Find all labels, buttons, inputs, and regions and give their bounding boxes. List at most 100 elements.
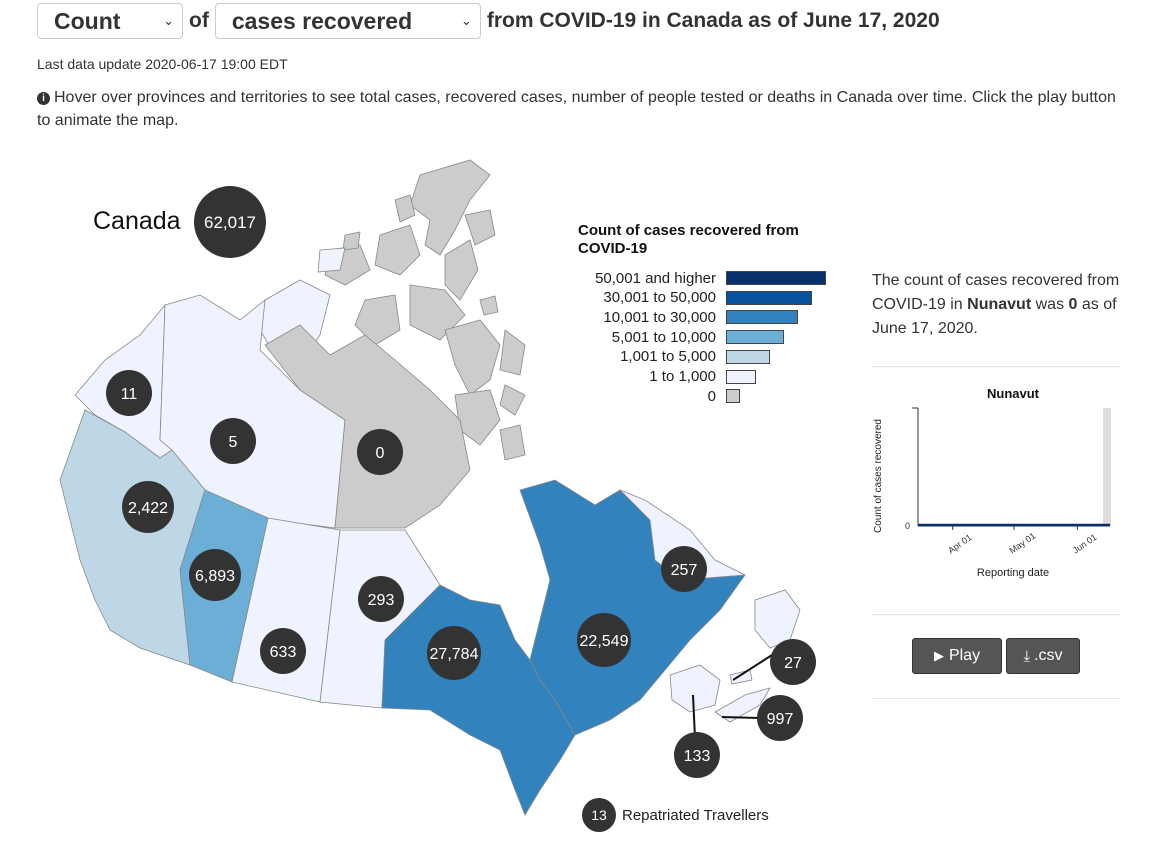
legend-item: 5,001 to 10,000 bbox=[578, 327, 784, 347]
last-update: Last data update 2020-06-17 19:00 EDT bbox=[37, 56, 288, 72]
bubble-nunavut-value: 0 bbox=[376, 445, 385, 462]
bubble-prince-edward-island[interactable]: 27 bbox=[770, 639, 816, 685]
x-tick-label: Jun 01 bbox=[1071, 532, 1099, 556]
bubble-new-brunswick-value: 133 bbox=[684, 748, 711, 765]
bubble-manitoba[interactable]: 293 bbox=[358, 576, 404, 622]
leader-lines bbox=[692, 654, 773, 739]
legend-item: 1 to 1,000 bbox=[578, 367, 756, 387]
bubble-yukon[interactable]: 11 bbox=[106, 370, 152, 416]
region-prince-edward-island[interactable] bbox=[729, 669, 753, 685]
repatriated-bubble: 13 bbox=[582, 798, 616, 832]
legend-swatch bbox=[726, 349, 770, 364]
legend: Count of cases recovered from COVID-19 bbox=[578, 222, 838, 258]
legend-item: 0 bbox=[578, 386, 740, 406]
divider bbox=[872, 614, 1120, 615]
legend-swatch bbox=[726, 369, 756, 384]
divider bbox=[872, 366, 1120, 367]
detail-province: Nunavut bbox=[967, 296, 1032, 313]
bubble-quebec[interactable]: 22,549 bbox=[577, 613, 631, 667]
canada-label: Canada bbox=[93, 207, 181, 235]
legend-swatch bbox=[726, 389, 740, 404]
legend-swatch bbox=[726, 290, 812, 305]
divider bbox=[872, 698, 1120, 699]
legend-swatch bbox=[726, 310, 798, 325]
chevron-down-icon: ⌄ bbox=[163, 13, 174, 28]
legend-swatch bbox=[726, 330, 784, 345]
legend-item: 50,001 and higher bbox=[578, 268, 826, 288]
x-axis-label: Reporting date bbox=[977, 567, 1049, 579]
canada-map: 62,017 11 5 0 2,422 6,893 633 293 27,784… bbox=[59, 159, 816, 816]
download-icon: ⤓ bbox=[1023, 647, 1031, 665]
legend-item-label: 10,001 to 30,000 bbox=[603, 308, 716, 326]
region-nunavut[interactable] bbox=[264, 324, 471, 529]
title-of: of bbox=[189, 9, 209, 32]
legend-item-label: 1,001 to 5,000 bbox=[620, 348, 716, 366]
bubble-nova-scotia-value: 997 bbox=[767, 711, 794, 728]
metric-select[interactable]: Count ⌄ bbox=[37, 3, 183, 39]
y-ticks: 0 bbox=[905, 521, 910, 531]
y-axis-label: Count of cases recovered bbox=[873, 419, 884, 533]
bubble-northwest-territories[interactable]: 5 bbox=[210, 418, 256, 464]
title-bar: Count ⌄ of cases recovered ⌄ from COVID-… bbox=[37, 2, 946, 40]
bubble-newfoundland-value: 257 bbox=[671, 562, 698, 579]
metric-select-value: Count bbox=[54, 7, 121, 34]
legend-item: 10,001 to 30,000 bbox=[578, 307, 798, 327]
x-tick-label: Apr 01 bbox=[946, 532, 973, 555]
repatriated-travellers[interactable]: 13 Repatriated Travellers bbox=[582, 798, 769, 832]
info-text: i Hover over provinces and territories to… bbox=[37, 86, 1127, 132]
legend-item-label: 30,001 to 50,000 bbox=[603, 289, 716, 307]
category-select[interactable]: cases recovered ⌄ bbox=[214, 3, 481, 39]
bubble-ontario-value: 27,784 bbox=[430, 646, 479, 663]
bubble-canada-value: 62,017 bbox=[204, 213, 256, 232]
region-british-columbia[interactable] bbox=[59, 409, 206, 666]
arctic-islands[interactable] bbox=[324, 159, 526, 461]
bubble-manitoba-value: 293 bbox=[368, 592, 395, 609]
bubble-new-brunswick[interactable]: 133 bbox=[674, 732, 720, 778]
legend-item: 30,001 to 50,000 bbox=[578, 288, 812, 308]
legend-item-label: 0 bbox=[707, 387, 716, 405]
region-labrador[interactable] bbox=[619, 489, 747, 581]
chevron-down-icon: ⌄ bbox=[460, 13, 472, 28]
detail-value: 0 bbox=[1068, 296, 1078, 313]
current-date-marker bbox=[1103, 408, 1111, 526]
info-message: Hover over provinces and territories to … bbox=[37, 89, 1116, 129]
category-select-value: cases recovered bbox=[231, 7, 413, 34]
detail-post: as of June 17, 2020. bbox=[872, 296, 1117, 337]
bubble-alberta-value: 6,893 bbox=[195, 568, 235, 585]
legend-swatch bbox=[726, 271, 826, 285]
repatriated-label: Repatriated Travellers bbox=[622, 806, 769, 824]
bubble-newfoundland[interactable]: 257 bbox=[661, 546, 707, 592]
bubble-ontario[interactable]: 27,784 bbox=[427, 626, 481, 680]
bubble-prince-edward-island-value: 27 bbox=[784, 655, 802, 672]
x-ticks: Apr 01 May 01 Jun 01 bbox=[946, 526, 1099, 556]
title-suffix: from COVID-19 in Canada as of June 17, 2… bbox=[486, 9, 940, 32]
info-icon: i bbox=[37, 92, 50, 105]
y-tick-label: 0 bbox=[905, 521, 910, 531]
region-new-brunswick[interactable] bbox=[669, 664, 721, 713]
bubble-yukon-value: 11 bbox=[121, 386, 138, 403]
legend-item-label: 5,001 to 10,000 bbox=[611, 328, 716, 346]
legend-item-label: 50,001 and higher bbox=[595, 269, 716, 287]
bubble-saskatchewan[interactable]: 633 bbox=[260, 628, 306, 674]
detail-pre: The count of cases recovered from COVID-… bbox=[872, 272, 1120, 313]
detail-mid: was bbox=[1035, 296, 1065, 313]
bubble-canada[interactable]: 62,017 bbox=[194, 186, 266, 258]
bubble-british-columbia[interactable]: 2,422 bbox=[122, 481, 174, 533]
mini-chart: Nunavut Apr 01 May 01 Jun 01 0 Reporting d… bbox=[873, 386, 1111, 579]
legend-title: Count of cases recovered from COVID-19 bbox=[578, 222, 799, 257]
detail-text: The count of cases recovered from COVID-… bbox=[872, 269, 1122, 341]
x-tick-label: May 01 bbox=[1007, 531, 1037, 556]
bubble-northwest-territories-value: 5 bbox=[229, 434, 238, 451]
bubble-nunavut[interactable]: 0 bbox=[357, 429, 403, 475]
region-nova-scotia[interactable] bbox=[714, 687, 771, 723]
play-label: Play bbox=[948, 647, 981, 664]
download-csv-button[interactable]: ⤓ .csv bbox=[1006, 638, 1080, 674]
play-button[interactable]: ▶ Play bbox=[912, 638, 1002, 674]
legend-item: 1,001 to 5,000 bbox=[578, 347, 770, 367]
bubble-saskatchewan-value: 633 bbox=[270, 644, 297, 661]
bubble-alberta[interactable]: 6,893 bbox=[189, 549, 241, 601]
mini-chart-title: Nunavut bbox=[987, 386, 1040, 401]
play-icon: ▶ bbox=[933, 648, 944, 663]
bubble-nova-scotia[interactable]: 997 bbox=[757, 695, 803, 741]
csv-label: .csv bbox=[1034, 647, 1063, 664]
